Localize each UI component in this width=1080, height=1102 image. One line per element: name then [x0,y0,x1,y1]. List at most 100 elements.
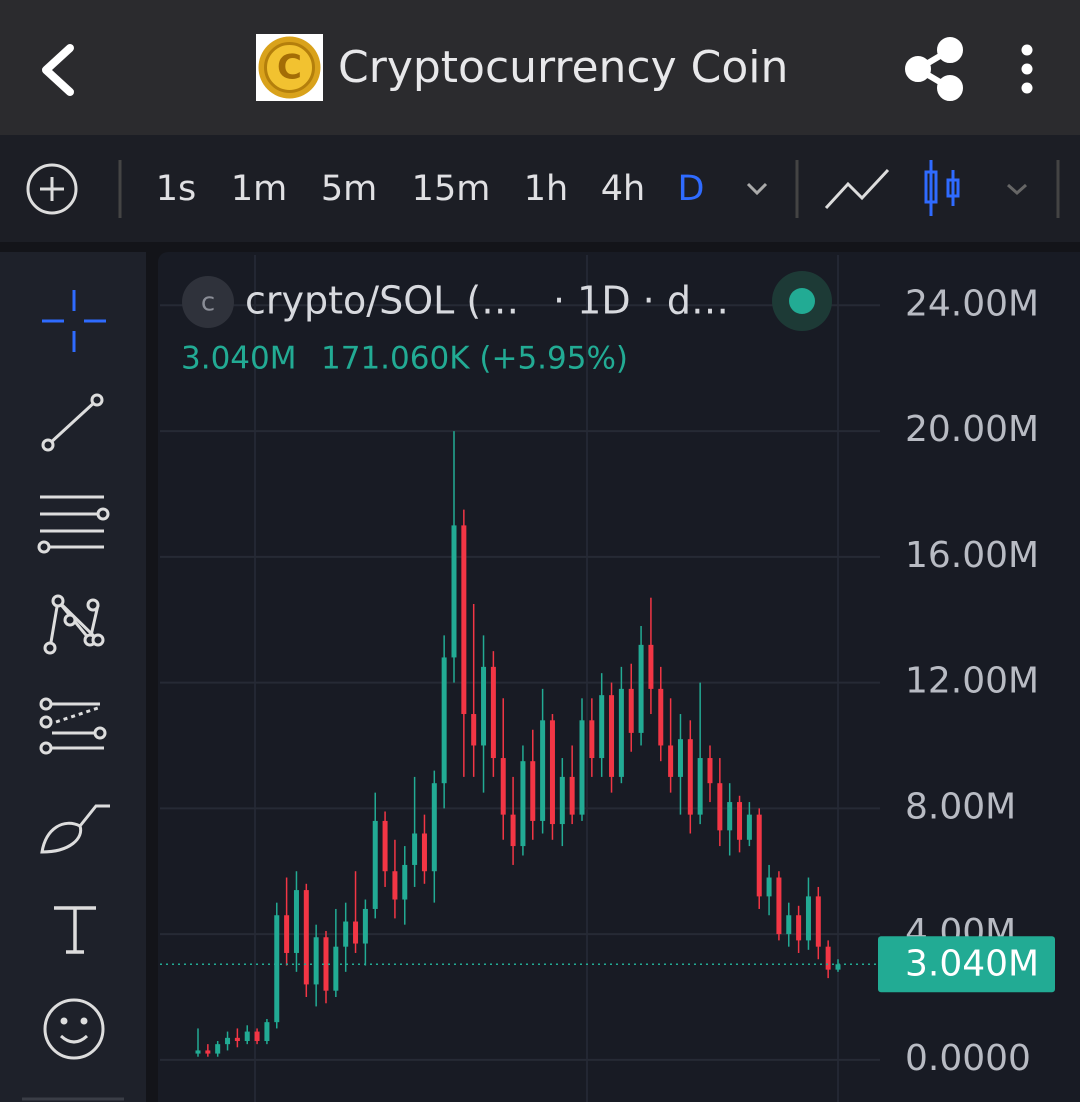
candle-body [835,964,841,970]
more-button[interactable] [1021,44,1033,94]
candle-body [805,896,811,941]
crosshair-tool[interactable] [42,290,106,352]
candle-body [353,921,359,944]
candle-body [530,761,536,821]
candle-body [392,871,398,900]
candle-body [589,720,595,759]
page-title: Cryptocurrency Coin [338,42,788,93]
candle-body [825,946,831,970]
interval-button[interactable]: 1h [524,169,568,209]
trendline-tool[interactable] [41,393,104,452]
symbol-meta: · 1D · d… [553,279,729,323]
candle-body [776,877,782,935]
candle-body [786,915,792,935]
candle-body [628,688,634,733]
candle-body [677,739,683,777]
candle-body [648,644,654,689]
y-tick-label: 20.00M [905,409,1039,450]
candle-body [205,1050,211,1054]
share-button[interactable] [905,37,963,101]
candle-body [707,758,713,784]
candle-body [323,937,329,991]
status-dot [789,288,815,314]
candle-body [264,1022,270,1042]
emoji-tool[interactable] [43,998,105,1060]
candle-body [559,776,565,825]
candle-body [402,864,408,900]
candle-body [609,695,615,777]
candle-body [481,666,487,746]
symbol-icon-letter: c [201,288,215,318]
y-tick-label: 24.00M [905,283,1039,324]
last-price-tag [878,936,1055,993]
candle-body [382,820,388,872]
fib-tool[interactable] [39,697,107,755]
back-button[interactable] [42,44,74,96]
candle-body [225,1037,231,1045]
interval-button[interactable]: 1s [156,169,197,209]
candle-body [737,802,743,840]
candle-body [412,833,418,865]
y-tick-label: 12.00M [905,661,1039,702]
candle-body [697,758,703,815]
y-tick-label: 0.0000 [905,1038,1031,1079]
text-tool[interactable] [54,906,96,954]
pattern-tool[interactable] [43,594,105,655]
candle-body [421,833,427,872]
interval-button[interactable]: D [678,169,705,209]
interval-button[interactable]: 5m [321,169,377,209]
candle-body [638,644,644,733]
candle-body [687,739,693,815]
candle-body [343,921,349,947]
candle-body [658,688,664,746]
candle-body [293,890,299,953]
candle-body [274,915,280,1023]
top-bar [0,0,1080,135]
symbol: crypto/SOL (… [245,279,519,323]
candle-body [254,1031,260,1042]
candle-body [195,1050,201,1054]
interval-button[interactable]: 15m [412,169,491,209]
candle-body [461,525,467,715]
candle-body [284,915,290,953]
candle-body [500,758,506,815]
brush-tool[interactable] [40,804,110,854]
candle-body [549,720,555,825]
coin-icon: C [256,34,323,101]
interval-dropdown[interactable] [746,182,768,196]
last-price-label: 3.040M [905,943,1039,984]
add-button[interactable] [26,163,78,215]
candle-body [668,745,674,777]
candle-body [244,1031,250,1042]
candle-body [756,814,762,897]
candle-body [727,802,733,831]
candle-body [540,720,546,821]
interval-button[interactable]: 4h [601,169,645,209]
candle-body [510,814,516,847]
change-value: 171.060K (+5.95%) [321,341,628,377]
interval-button[interactable]: 1m [231,169,287,209]
candle-body [579,720,585,815]
candle-body [766,877,772,897]
candle-body [303,890,309,985]
parallel-lines-tool[interactable] [37,495,110,554]
candle-body [746,814,752,840]
candle-body [313,937,319,985]
candle-body [441,657,447,784]
candle-body [372,820,378,909]
chart-type-dropdown[interactable] [1007,183,1027,196]
candle-chart-button[interactable] [924,160,960,216]
last-value: 3.040M [181,341,297,377]
candle-body [234,1037,240,1042]
line-chart-button[interactable] [824,168,890,210]
y-tick-label: 16.00M [905,535,1039,576]
candle-body [520,761,526,847]
y-tick-label: 8.00M [905,786,1016,827]
candle-body [717,783,723,831]
candle-body [490,666,496,759]
candle-body [618,688,624,777]
drawing-tools [0,252,146,1102]
